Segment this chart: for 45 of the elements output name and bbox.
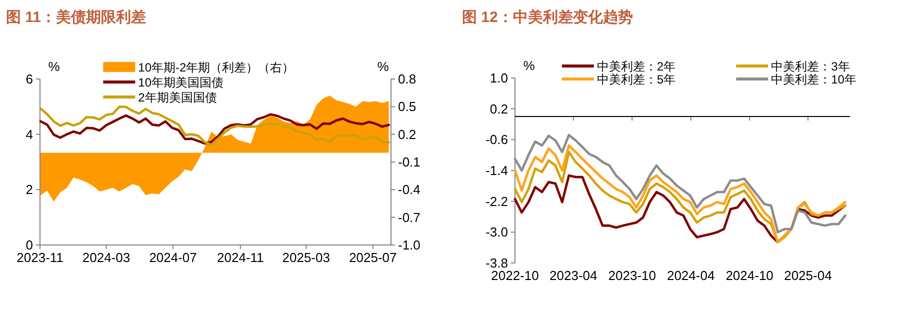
line-series bbox=[39, 113, 390, 145]
y-tick-label: 0.2 bbox=[490, 101, 508, 116]
y-tick-label: 2 bbox=[26, 182, 33, 198]
y2-tick-label: 0.8 bbox=[398, 72, 416, 86]
x-tick-label: 2025-04 bbox=[784, 268, 832, 283]
x-tick-label: 2025-07 bbox=[349, 250, 397, 265]
legend-label: 2年期美国国债 bbox=[138, 90, 217, 104]
y-axis-title: % bbox=[48, 59, 60, 74]
legend-label: 中美利差：10年 bbox=[771, 72, 856, 86]
legend-label: 中美利差：5年 bbox=[596, 72, 676, 86]
x-tick-label: 2025-03 bbox=[282, 250, 330, 265]
y2-tick-label: -0.7 bbox=[398, 210, 420, 225]
y-tick-label: 4 bbox=[26, 126, 33, 142]
x-tick-label: 2023-10 bbox=[608, 268, 656, 283]
line-series bbox=[39, 105, 390, 146]
x-tick-label: 2024-03 bbox=[82, 250, 130, 265]
y-axis-title: % bbox=[523, 58, 536, 73]
y2-tick-label: -0.1 bbox=[398, 154, 420, 170]
y-tick-label: -1.4 bbox=[486, 163, 508, 178]
x-tick-label: 2024-07 bbox=[149, 250, 197, 265]
y-tick-label: -3.0 bbox=[486, 224, 508, 240]
chart-title: 图 12：中美利差变化趋势 bbox=[462, 8, 633, 26]
y-tick-label: -0.6 bbox=[486, 132, 508, 148]
y2-tick-label: -0.4 bbox=[398, 182, 420, 198]
x-tick-label: 2024-11 bbox=[217, 250, 264, 265]
x-tick-label: 2024-04 bbox=[666, 268, 715, 283]
chart-title: 图 11：美债期限利差 bbox=[6, 8, 146, 26]
y-tick-label: -3.8 bbox=[486, 256, 508, 270]
y2-tick-label: 0.2 bbox=[398, 126, 416, 142]
y2-tick-label: -1.0 bbox=[398, 238, 420, 252]
legend-label: 10年期-2年期（利差）（右） bbox=[138, 60, 294, 74]
x-tick-label: 2022-10 bbox=[491, 268, 539, 283]
y-tick-label: -2.2 bbox=[486, 194, 508, 209]
legend-label: 10年期美国国债 bbox=[138, 76, 224, 90]
y2-tick-label: 0.5 bbox=[398, 99, 416, 114]
y-tick-label: 6 bbox=[26, 72, 33, 86]
legend-label: 中美利差：3年 bbox=[771, 60, 850, 74]
y-tick-label: 0 bbox=[26, 238, 33, 252]
y-tick-label: 1.0 bbox=[490, 70, 508, 86]
y2-axis-title: % bbox=[377, 59, 390, 74]
x-tick-label: 2024-10 bbox=[726, 268, 774, 283]
line-series bbox=[514, 174, 846, 244]
x-tick-label: 2023-04 bbox=[550, 268, 598, 283]
x-tick-label: 2023-11 bbox=[16, 250, 64, 265]
legend-label: 中美利差：2年 bbox=[596, 60, 676, 74]
